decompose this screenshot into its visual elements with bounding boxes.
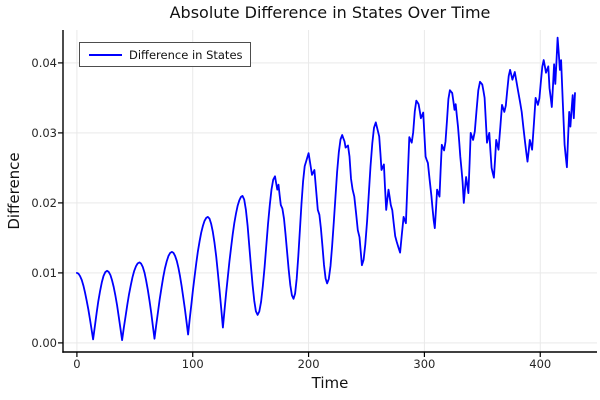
y-tick-label: 0.04 bbox=[31, 55, 57, 70]
y-tick-label: 0.00 bbox=[31, 335, 57, 350]
y-axis-title: Difference bbox=[5, 152, 23, 230]
x-tick-label: 0 bbox=[73, 357, 81, 371]
x-tick-label: 100 bbox=[181, 357, 204, 371]
x-tick-label: 300 bbox=[413, 357, 436, 371]
y-tick-label: 0.02 bbox=[31, 195, 57, 210]
y-tick-label: 0.03 bbox=[31, 125, 57, 140]
x-tick-label: 400 bbox=[529, 357, 552, 371]
legend-line-sample-icon bbox=[89, 53, 122, 56]
difference-series-line bbox=[76, 36, 576, 341]
x-axis-title: Time bbox=[311, 374, 349, 392]
chart-title: Absolute Difference in States Over Time bbox=[169, 3, 491, 22]
legend-box: Difference in States bbox=[79, 42, 251, 67]
y-tick-label: 0.01 bbox=[31, 265, 57, 280]
x-tick-label: 200 bbox=[297, 357, 320, 371]
legend-label: Difference in States bbox=[129, 47, 243, 62]
